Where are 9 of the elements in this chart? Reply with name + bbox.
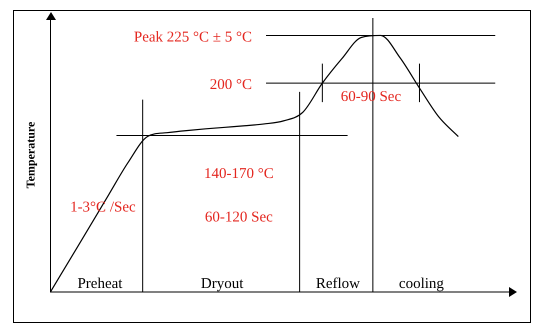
annotation: 60-120 Sec bbox=[204, 210, 274, 226]
ref-line-label: Peak 225 °C ± 5 °C bbox=[134, 29, 252, 46]
y-axis-title: Temperature bbox=[23, 121, 38, 188]
annotation: Preheat bbox=[77, 276, 124, 292]
ref-line-label: 140-170 °C bbox=[204, 166, 274, 182]
annotation: Reflow bbox=[316, 276, 360, 292]
annotation: Dryout bbox=[200, 276, 244, 292]
annotation: cooling bbox=[398, 276, 444, 292]
ref-line-label: 200 °C bbox=[210, 77, 252, 94]
